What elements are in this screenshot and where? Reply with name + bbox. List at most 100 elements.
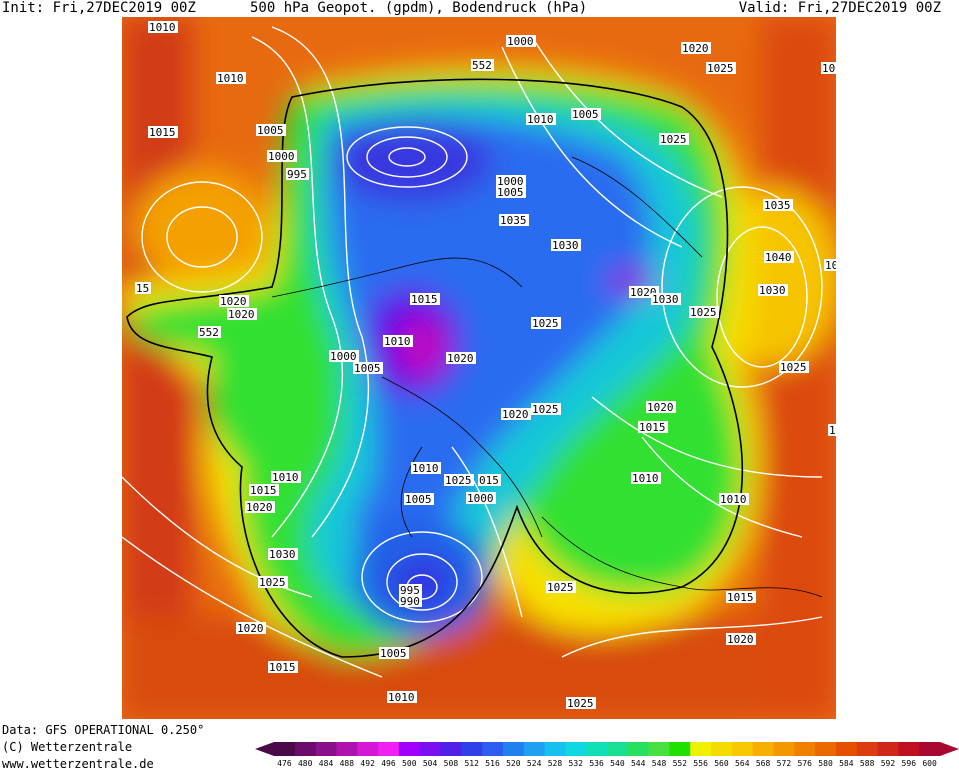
svg-text:1010: 1010 [720, 493, 747, 506]
legend-swatch [502, 742, 525, 756]
isobar-label: 1010 [271, 471, 301, 484]
legend-value: 592 [880, 759, 896, 768]
coastlines [271, 156, 823, 598]
isobar-label: 102 [824, 259, 836, 272]
legend-value: 572 [776, 759, 792, 768]
legend-value: 584 [839, 759, 854, 768]
svg-text:1025: 1025 [532, 317, 559, 330]
svg-text:10: 10 [822, 62, 835, 75]
isobar-label: 1010 [719, 493, 749, 506]
legend-swatch [315, 742, 337, 756]
legend-value: 580 [818, 759, 833, 768]
legend-swatch [440, 742, 462, 756]
svg-text:1030: 1030 [652, 293, 679, 306]
legend-swatch [586, 742, 608, 756]
isobar-label: 1005 [379, 647, 409, 660]
svg-text:1005: 1005 [497, 186, 524, 199]
svg-text:015: 015 [479, 474, 499, 487]
svg-text:1010: 1010 [412, 462, 439, 475]
init-time-label: Init: Fri,27DEC2019 00Z [2, 0, 196, 16]
isobar-label: 1035 [499, 214, 529, 227]
svg-text:1005: 1005 [354, 362, 381, 375]
map-title: 500 hPa Geopot. (gpdm), Bodendruck (hPa) [250, 0, 588, 16]
legend-swatch [419, 742, 441, 756]
isobar-label: 1020 [446, 352, 476, 365]
svg-text:1000: 1000 [467, 492, 494, 505]
isobar-label: 1010 [387, 691, 417, 704]
svg-text:1000: 1000 [507, 35, 534, 48]
legend-value: 544 [630, 759, 646, 768]
isobar-label: 1005 [496, 186, 526, 199]
legend-swatch [523, 742, 546, 756]
legend-value: 548 [651, 759, 667, 768]
isobar-label: 1015 [148, 126, 178, 139]
svg-text:1015: 1015 [149, 126, 176, 139]
legend-value: 504 [422, 759, 438, 768]
weather-map[interactable]: 1010 1000 1020 1010 552 1025 10 1015 1005 1010 100… [122, 17, 836, 719]
isobar-label: 1015 [638, 421, 668, 434]
isobar-label: 1020 [501, 408, 531, 421]
legend-swatch [815, 742, 837, 756]
legend-value: 552 [672, 759, 688, 768]
legend-swatch [627, 742, 650, 756]
legend-value: 480 [297, 759, 313, 768]
legend-value: 560 [714, 759, 729, 768]
svg-text:1020: 1020 [246, 501, 273, 514]
isobar-label: 1030 [651, 293, 681, 306]
svg-text:1005: 1005 [405, 493, 432, 506]
legend-value: 508 [443, 759, 459, 768]
legend-arrow-high [940, 742, 959, 756]
isobar-label: 1025 [531, 403, 561, 416]
legend-value: 540 [610, 759, 625, 768]
legend-swatch [461, 742, 483, 756]
isobar-label: 1015 [726, 591, 756, 604]
isobar-label: 1000 [506, 35, 536, 48]
isobar-label: 1010 [383, 335, 413, 348]
legend-swatch [731, 742, 754, 756]
isobar-label: 1025 [444, 474, 474, 487]
legend-value: 492 [360, 759, 375, 768]
svg-text:1025: 1025 [707, 62, 734, 75]
website-text: www.wetterzentrale.de [2, 757, 154, 771]
isobar-label: 1020 [726, 633, 756, 646]
isobar-label: 1020 [681, 42, 711, 55]
svg-text:1000: 1000 [330, 350, 357, 363]
svg-text:995: 995 [287, 168, 307, 181]
legend-swatch [274, 742, 296, 756]
legend-colorbar [255, 742, 959, 756]
svg-text:1025: 1025 [690, 306, 717, 319]
svg-text:1025: 1025 [259, 576, 286, 589]
legend-swatch [856, 742, 879, 756]
isobar-label: 1000 [496, 175, 526, 188]
svg-text:1015: 1015 [269, 661, 296, 674]
svg-text:1040: 1040 [765, 251, 792, 264]
isobar-label: 552 [198, 326, 221, 339]
svg-text:1010: 1010 [388, 691, 415, 704]
isobar-label: 1030 [268, 548, 298, 561]
legend-swatch [357, 742, 379, 756]
isobar-label: 101 [828, 424, 836, 437]
contour-552 [126, 78, 744, 658]
svg-text:1000: 1000 [268, 150, 295, 163]
legend-value: 576 [797, 759, 812, 768]
isobar-label: 1015 [268, 661, 298, 674]
legend-value: 512 [464, 759, 479, 768]
isobar-label: 1025 [258, 576, 288, 589]
isobar-label: 1020 [245, 501, 275, 514]
isobar-label: 1025 [689, 306, 719, 319]
legend-value: 484 [318, 759, 334, 768]
isobar-label: 1025 [779, 361, 809, 374]
isobar-label: 1005 [353, 362, 383, 375]
svg-text:1015: 1015 [639, 421, 666, 434]
svg-text:1020: 1020 [727, 633, 754, 646]
svg-text:1000: 1000 [497, 175, 524, 188]
legend-value: 532 [568, 759, 584, 768]
svg-text:1025: 1025 [567, 697, 594, 710]
legend-swatch [336, 742, 358, 756]
isobar-label: 1025 [531, 317, 561, 330]
legend-value: 556 [693, 759, 708, 768]
svg-text:1020: 1020 [682, 42, 709, 55]
legend-swatch [898, 742, 920, 756]
isobar-label: 1010 [148, 21, 178, 34]
